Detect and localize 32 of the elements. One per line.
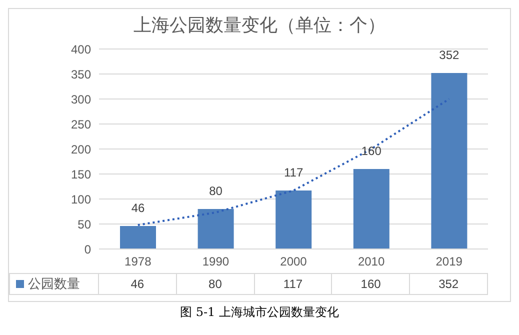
legend-label: 公园数量: [9, 273, 99, 295]
text: 352: [439, 48, 460, 62]
data-label: 160: [332, 273, 410, 295]
y-tick-label: 350: [70, 67, 92, 82]
data-label: 80: [176, 273, 255, 295]
bar: [120, 226, 156, 249]
data-label: 352: [410, 273, 488, 295]
text: 46: [131, 201, 145, 215]
y-tick-label: 50: [78, 217, 92, 232]
y-tick-label: 250: [70, 117, 92, 132]
text: 80: [209, 184, 222, 198]
x-tick-label: 1978: [124, 254, 152, 269]
x-tick-label: 2019: [436, 254, 463, 269]
text: 117: [284, 166, 304, 180]
caption: 图 5-1 上海城市公园数量变化: [179, 304, 340, 321]
y-tick-label: 0: [84, 242, 92, 256]
x-tick-label: 2000: [280, 254, 308, 269]
bar: [431, 73, 468, 249]
y-tick-label: 150: [70, 167, 92, 182]
x-tick-label: 2010: [358, 254, 385, 269]
y-tick-label: 100: [70, 192, 92, 206]
y-tick-label: 300: [70, 92, 92, 106]
data-label: 46: [99, 273, 177, 295]
y-tick-label: 400: [70, 42, 92, 56]
y-tick-label: 200: [70, 142, 92, 156]
bar: [276, 190, 312, 249]
chart-title: 上海公园数量变化（单位：个）: [132, 14, 386, 37]
bar: [353, 169, 390, 249]
text: 160: [361, 144, 382, 158]
bar: [198, 209, 234, 249]
x-tick-label: 1990: [202, 254, 230, 269]
data-label: 117: [254, 273, 332, 295]
